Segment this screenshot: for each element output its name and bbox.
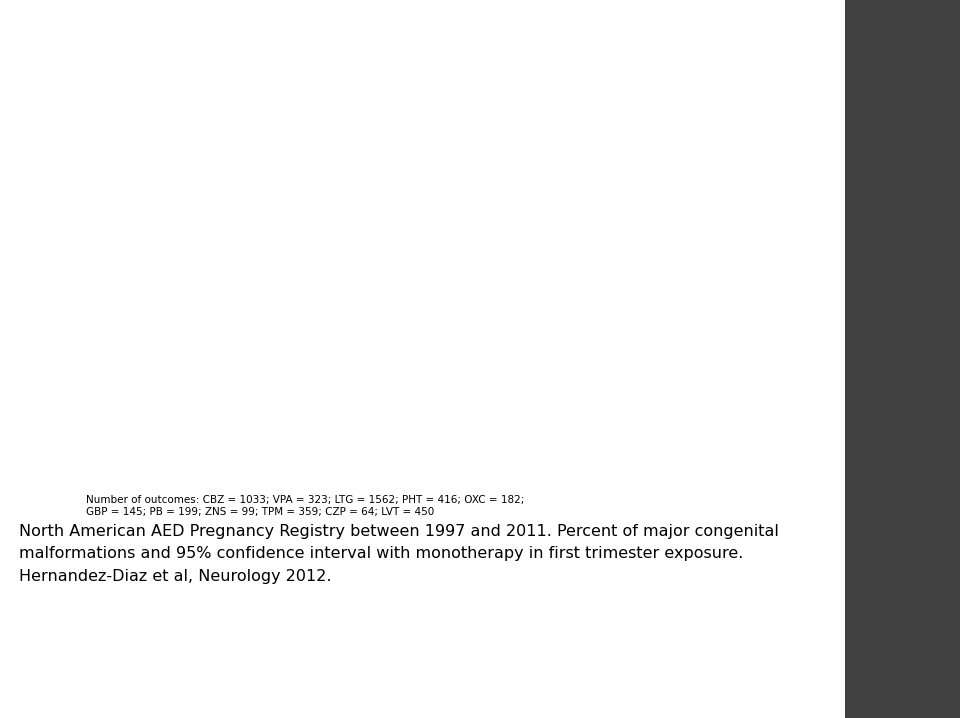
Bar (512, 266, 533, 287)
Bar (313, 355, 334, 370)
Bar (643, 312, 664, 330)
Bar (445, 419, 467, 435)
Y-axis label: Percent: Percent (30, 223, 49, 308)
Text: Number of outcomes: CBZ = 1033; VPA = 323; LTG = 1562; PHT = 416; OXC = 182;
GBP: Number of outcomes: CBZ = 1033; VPA = 32… (86, 495, 525, 517)
Bar (379, 373, 400, 388)
Bar (578, 438, 599, 450)
Bar (776, 364, 797, 380)
Bar (115, 349, 136, 370)
Bar (181, 149, 203, 173)
Bar (709, 349, 731, 364)
Bar (248, 380, 269, 392)
Text: North American AED Pregnancy Registry between 1997 and 2011. Percent of major co: North American AED Pregnancy Registry be… (19, 524, 780, 584)
